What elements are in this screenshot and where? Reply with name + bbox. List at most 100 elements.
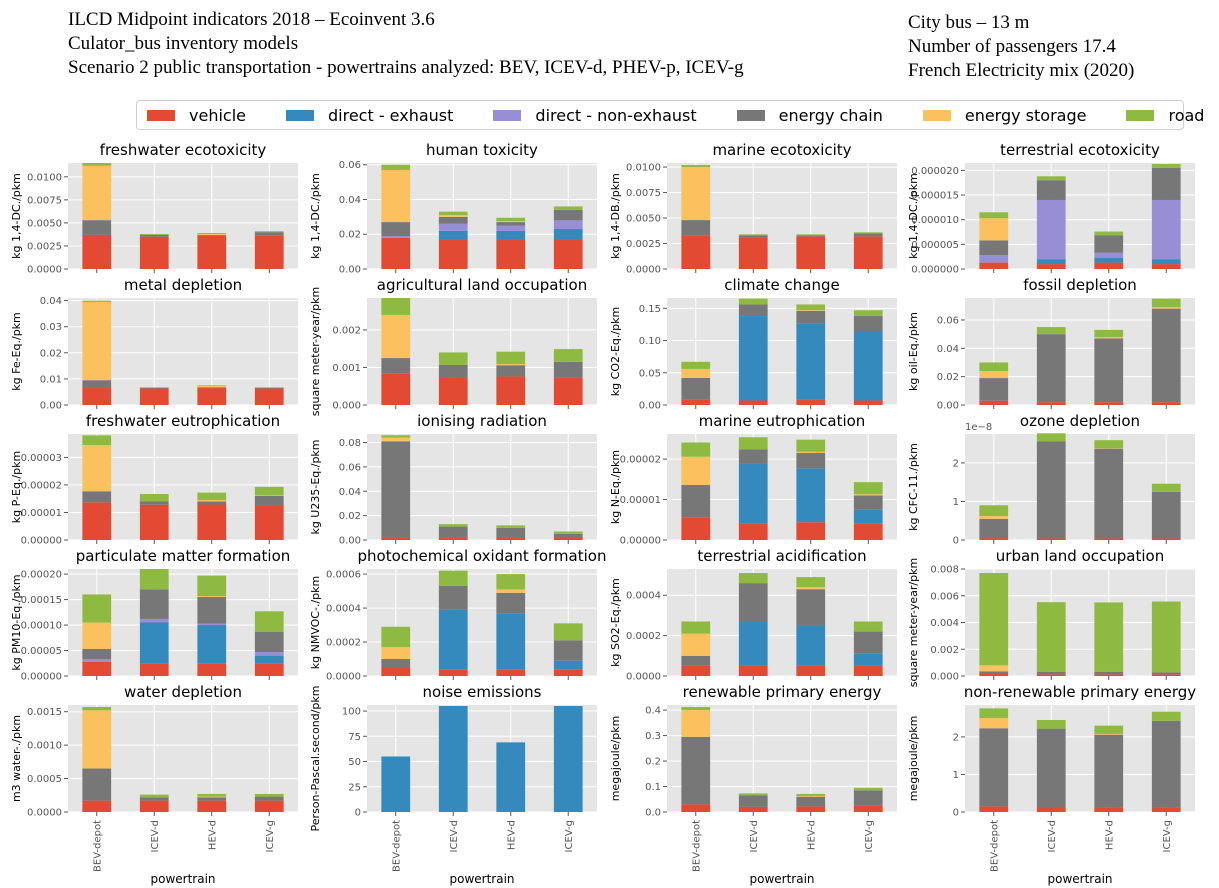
bar-segment xyxy=(254,495,284,496)
y-tick-label: 0.00 xyxy=(339,265,361,276)
bar-segment xyxy=(979,400,1009,405)
bar-segment xyxy=(738,806,768,812)
y-tick-label: 0.00001 xyxy=(21,508,62,519)
y-tick-label: 0.0000 xyxy=(626,265,661,276)
bar-segment xyxy=(681,235,711,269)
y-axis-label: kg NMVOC-./pkm xyxy=(309,576,322,669)
y-tick-label: 0.00015 xyxy=(21,595,62,606)
bar-segment xyxy=(438,211,468,216)
bar-segment xyxy=(1094,257,1124,263)
bar-segment xyxy=(438,706,468,812)
y-tick-label: 0.08 xyxy=(339,438,361,449)
bar-segment xyxy=(496,537,526,540)
bar-segment xyxy=(139,236,169,269)
y-tick-label: 0.00 xyxy=(639,401,661,412)
bar-segment xyxy=(979,362,1009,371)
legend-label: direct - exhaust xyxy=(327,105,454,125)
bar-segment xyxy=(254,387,284,388)
bar-segment xyxy=(681,399,711,405)
bar-segment xyxy=(553,623,583,641)
bar-segment xyxy=(1151,307,1181,309)
y-tick-label: 0.05 xyxy=(639,368,661,379)
bar-segment xyxy=(796,310,826,311)
y-tick-label: 0.0050 xyxy=(27,218,62,229)
bar-segment xyxy=(254,388,284,405)
y-axis-label: megajoule/pkm xyxy=(609,716,622,802)
bar-segment xyxy=(738,234,768,236)
bar-segment xyxy=(853,316,883,332)
bar-segment xyxy=(853,787,883,791)
bar-segment xyxy=(381,298,411,315)
bar-segment xyxy=(197,387,227,389)
bar-segment xyxy=(681,456,711,485)
bar-segment xyxy=(381,237,411,269)
y-tick-label: 0.0 xyxy=(645,808,661,819)
bar-segment xyxy=(681,377,711,400)
x-axis-label: powertrain xyxy=(749,872,814,886)
y-tick-label: 0.0100 xyxy=(27,172,62,183)
y-tick-label: 0.000 xyxy=(332,401,361,412)
x-tick-label: BEV-depot xyxy=(691,820,702,872)
y-tick-label: 0.06 xyxy=(937,315,959,326)
bar-segment xyxy=(1151,264,1181,269)
bar-segment xyxy=(1151,601,1181,673)
bar-segment xyxy=(979,673,1009,676)
y-tick-label: 0.15 xyxy=(639,304,661,315)
bar-segment xyxy=(82,648,112,660)
bar-segment xyxy=(438,239,468,269)
y-tick-label: 0.03 xyxy=(40,322,62,333)
subplot-title: fossil depletion xyxy=(1023,276,1137,294)
legend-label: energy storage xyxy=(964,105,1087,125)
y-axis-label: kg 1,4-DB./pkm xyxy=(609,173,622,259)
bar-segment xyxy=(796,234,826,236)
y-tick-label: 1 xyxy=(953,770,959,781)
y-tick-label: 0.06 xyxy=(339,462,361,473)
bar-segment xyxy=(381,441,411,538)
bar-segment xyxy=(738,437,768,450)
bar-segment xyxy=(738,235,768,238)
y-axis-label: m3 water-./pkm xyxy=(10,715,23,802)
x-tick-label: ICEV-d xyxy=(449,820,460,852)
bar-segment xyxy=(381,373,411,405)
subplot-title: photochemical oxidant formation xyxy=(358,547,607,565)
bar-segment xyxy=(553,377,583,405)
bar-segment xyxy=(1036,334,1066,403)
y-tick-label: 0.02 xyxy=(40,348,62,359)
bar-segment xyxy=(254,495,284,506)
y-tick-label: 0.000020 xyxy=(911,166,959,177)
bar-segment xyxy=(438,223,468,231)
bar-segment xyxy=(139,797,169,801)
bar-segment xyxy=(553,660,583,670)
bar-segment xyxy=(796,796,826,807)
bar-segment xyxy=(197,504,227,540)
bar-segment xyxy=(1151,672,1181,675)
y-tick-label: 0.000005 xyxy=(911,240,959,251)
bar-segment xyxy=(438,352,468,365)
bar-segment xyxy=(139,234,169,237)
bar-segment xyxy=(853,482,883,495)
bar-segment xyxy=(197,596,227,598)
y-axis-label: kg PM10-Eq./pkm xyxy=(10,574,23,670)
bar-segment xyxy=(496,351,526,365)
bar-segment xyxy=(197,385,227,386)
legend-item-energy-storage: energy storage xyxy=(922,105,1087,125)
bar-segment xyxy=(979,538,1009,540)
bar-segment xyxy=(197,385,227,388)
bar-segment xyxy=(381,169,411,223)
bar-segment xyxy=(553,669,583,676)
y-tick-label: 0.04 xyxy=(339,195,361,206)
bar-segment xyxy=(438,377,468,405)
y-tick-label: 0.00000 xyxy=(21,536,62,547)
bar-segment xyxy=(681,804,711,812)
bar-segment xyxy=(1151,807,1181,812)
bar-segment xyxy=(496,221,526,223)
subplot-title: renewable primary energy xyxy=(683,683,882,701)
bar-segment xyxy=(82,768,112,801)
bar-segment xyxy=(1094,440,1124,449)
subplot-title: metal depletion xyxy=(124,276,242,294)
bar-segment xyxy=(254,652,284,656)
y-tick-label: 0.0004 xyxy=(626,591,661,602)
bar-segment xyxy=(681,165,711,168)
bar-segment xyxy=(1094,733,1124,735)
y-axis-label: kg 1,4-DC./pkm xyxy=(10,173,23,259)
